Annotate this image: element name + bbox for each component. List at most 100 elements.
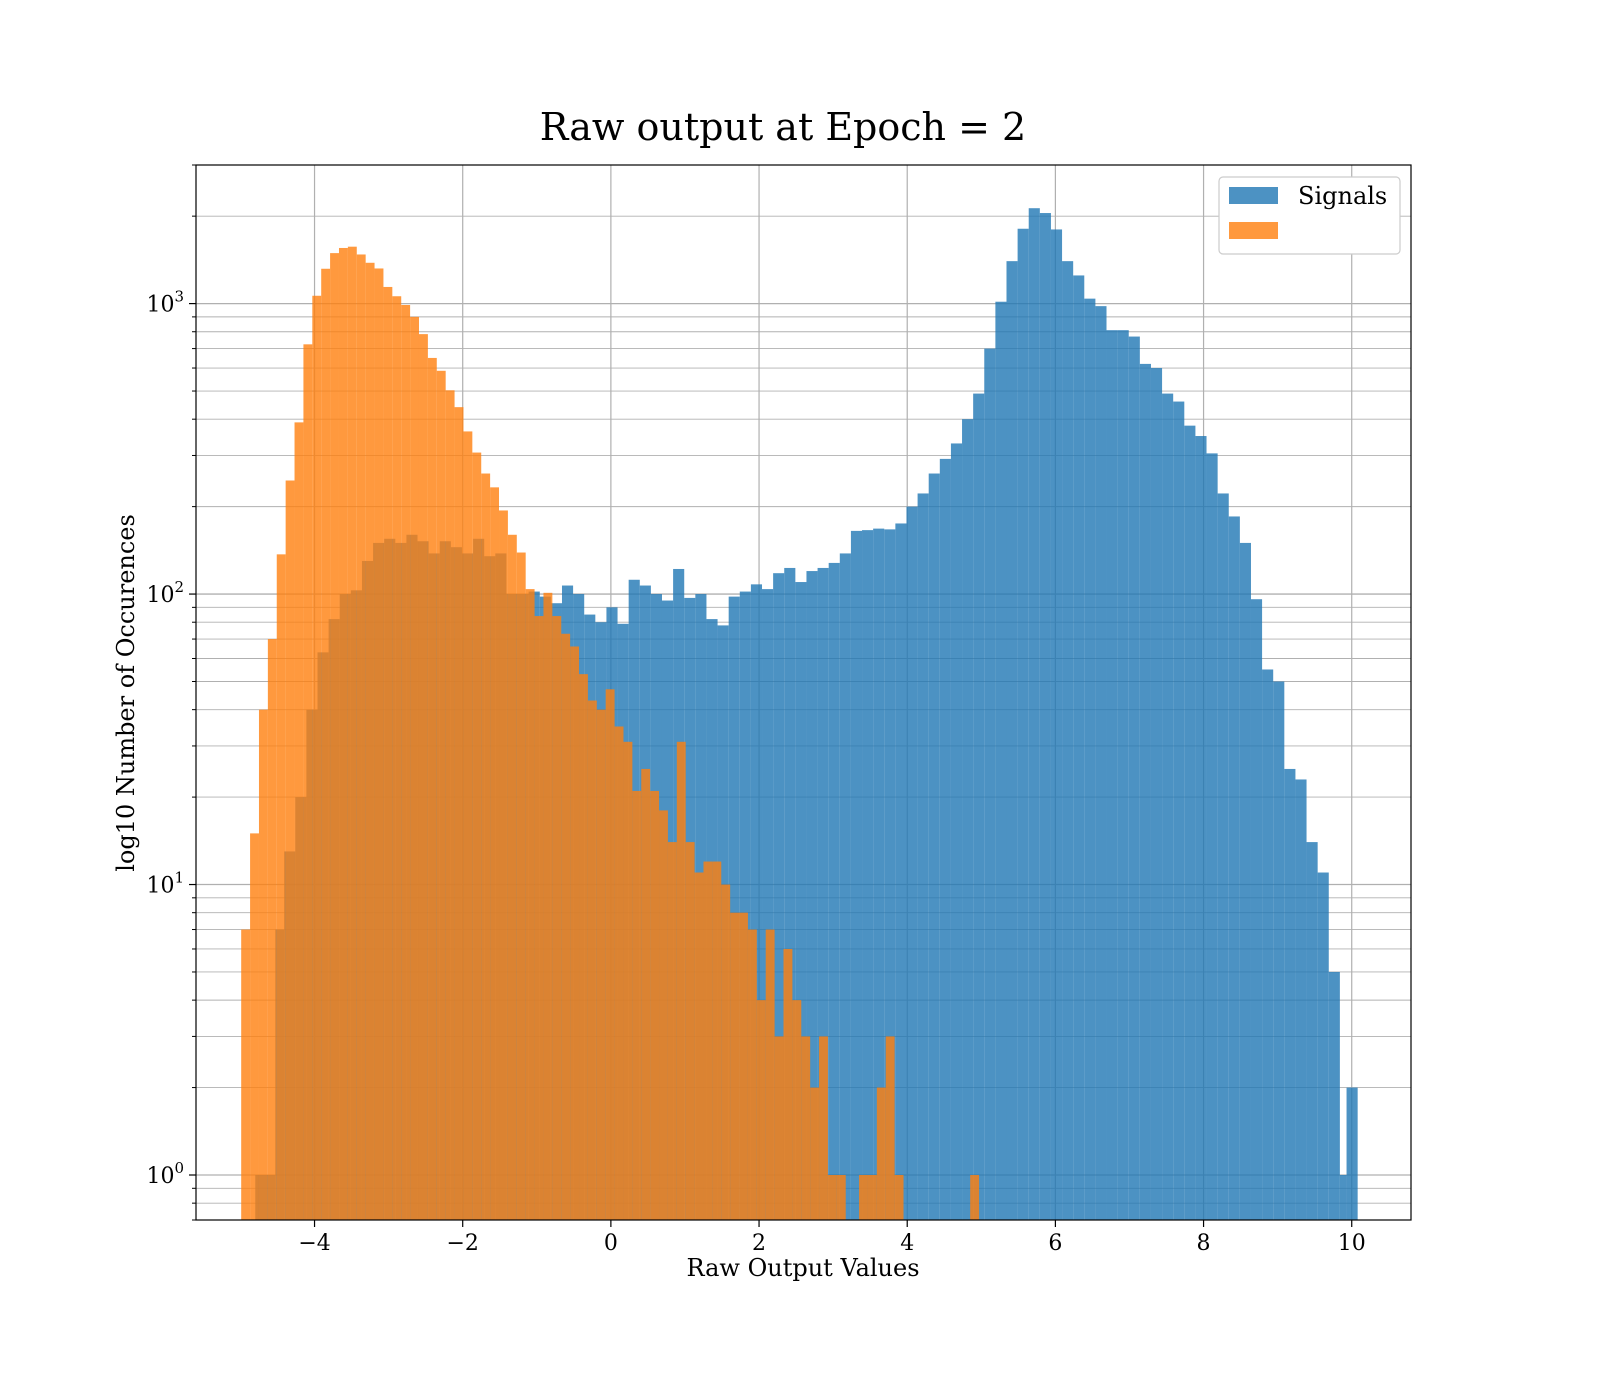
signals-bar-91 <box>1273 681 1285 1220</box>
noise-bar-30 <box>507 534 517 1220</box>
signals-bar-72 <box>1062 261 1074 1220</box>
noise-bar-24 <box>454 407 464 1221</box>
signals-bar-71 <box>1050 229 1063 1220</box>
signals-bar-73 <box>1073 275 1085 1220</box>
signals-bar-54 <box>862 530 874 1220</box>
noise-bar-28 <box>490 487 500 1220</box>
signals-bar-53 <box>850 530 863 1220</box>
noise-bar-3 <box>267 639 277 1220</box>
signals-bar-42 <box>728 596 740 1220</box>
signals-bar-86 <box>1217 493 1229 1221</box>
noise-bar-52 <box>703 861 713 1220</box>
x-tick-label-0: −4 <box>298 1231 330 1256</box>
x-axis-label: Raw Output Values <box>686 1254 919 1282</box>
legend-swatch-signals <box>1229 187 1278 204</box>
noise-bar-19 <box>410 316 419 1220</box>
noise-bar-62 <box>792 1000 802 1220</box>
signals-bar-89 <box>1250 599 1263 1220</box>
noise-bar-32 <box>525 589 535 1220</box>
signals-bar-67 <box>1006 261 1018 1220</box>
signals-bar-85 <box>1206 453 1218 1220</box>
signals-bar-61 <box>939 458 951 1221</box>
signals-bar-79 <box>1139 363 1151 1221</box>
signals-bar-51 <box>828 562 840 1220</box>
x-tick-label-2: 0 <box>604 1231 618 1256</box>
y-axis-label: log10 Number of Occurences <box>112 514 140 872</box>
noise-bar-45 <box>641 768 651 1220</box>
noise-bar-38 <box>579 674 588 1220</box>
noise-bar-18 <box>401 304 411 1220</box>
noise-bar-31 <box>516 552 526 1220</box>
noise-bar-16 <box>383 286 393 1220</box>
signals-bar-80 <box>1150 368 1163 1220</box>
signals-bar-65 <box>984 348 996 1221</box>
signals-bar-88 <box>1239 542 1251 1220</box>
signals-bar-45 <box>762 589 774 1220</box>
noise-bar-46 <box>650 790 660 1220</box>
signals-bar-76 <box>1106 330 1118 1220</box>
noise-bar-43 <box>623 741 633 1220</box>
signals-bar-52 <box>839 553 851 1220</box>
signals-bar-58 <box>906 506 918 1221</box>
noise-bar-12 <box>347 246 357 1221</box>
signals-bar-75 <box>1095 306 1107 1220</box>
bars-layer <box>241 208 1358 1221</box>
noise-bar-13 <box>356 254 366 1221</box>
signals-bar-78 <box>1128 336 1140 1220</box>
x-tick-label-7: 10 <box>1338 1231 1366 1256</box>
signals-bar-97 <box>1339 1175 1347 1220</box>
signals-bar-55 <box>873 528 885 1220</box>
noise-bar-54 <box>721 884 731 1220</box>
signals-bar-46 <box>773 573 785 1220</box>
signals-bar-92 <box>1284 768 1296 1220</box>
noise-bar-1 <box>250 833 259 1220</box>
noise-bar-65 <box>819 1036 828 1220</box>
noise-bar-11 <box>338 247 348 1220</box>
noise-bar-5 <box>285 480 295 1220</box>
signals-bar-74 <box>1084 298 1096 1220</box>
noise-bar-59 <box>765 929 775 1220</box>
y-tick-label-2: 102 <box>146 578 184 608</box>
noise-bar-68 <box>859 1175 868 1220</box>
noise-bar-49 <box>676 741 686 1220</box>
noise-bar-7 <box>303 344 313 1220</box>
noise-bar-25 <box>463 431 473 1220</box>
noise-bar-67 <box>836 1175 846 1220</box>
noise-bar-15 <box>374 268 384 1220</box>
signals-bar-68 <box>1017 228 1029 1221</box>
plot-frame <box>195 164 1412 1221</box>
x-tick-label-3: 2 <box>752 1231 766 1256</box>
noise-bar-21 <box>427 357 437 1220</box>
signals-bar-81 <box>1162 393 1174 1221</box>
signals-bar-98 <box>1346 1087 1358 1220</box>
x-tick-label-4: 4 <box>900 1231 914 1256</box>
noise-bar-53 <box>712 861 722 1220</box>
signals-bar-66 <box>995 301 1007 1220</box>
noise-bar-22 <box>436 370 446 1220</box>
noise-bar-72 <box>894 1175 904 1220</box>
signals-bar-95 <box>1317 872 1329 1220</box>
noise-bar-70 <box>876 1087 886 1220</box>
noise-bar-14 <box>365 262 375 1220</box>
signals-bar-96 <box>1328 971 1340 1220</box>
signals-bar-87 <box>1228 516 1240 1220</box>
noise-bar-4 <box>276 554 286 1220</box>
legend: Signals <box>1218 176 1401 255</box>
noise-bar-17 <box>392 296 402 1220</box>
signals-bar-77 <box>1117 330 1129 1220</box>
noise-bar-23 <box>445 390 455 1221</box>
signals-bar-83 <box>1184 425 1196 1220</box>
signals-bar-93 <box>1295 779 1307 1220</box>
noise-bar-34 <box>543 592 553 1220</box>
noise-bar-36 <box>561 633 571 1220</box>
x-tick-label-1: −2 <box>446 1231 478 1256</box>
signals-bar-62 <box>950 443 963 1220</box>
signals-bar-64 <box>973 393 985 1221</box>
noise-bar-51 <box>694 872 704 1220</box>
signals-bar-94 <box>1306 842 1318 1220</box>
signals-bar-70 <box>1039 213 1051 1220</box>
y-tick-label-3: 103 <box>146 288 184 318</box>
noise-bar-39 <box>587 700 597 1220</box>
signals-bar-50 <box>817 567 829 1220</box>
